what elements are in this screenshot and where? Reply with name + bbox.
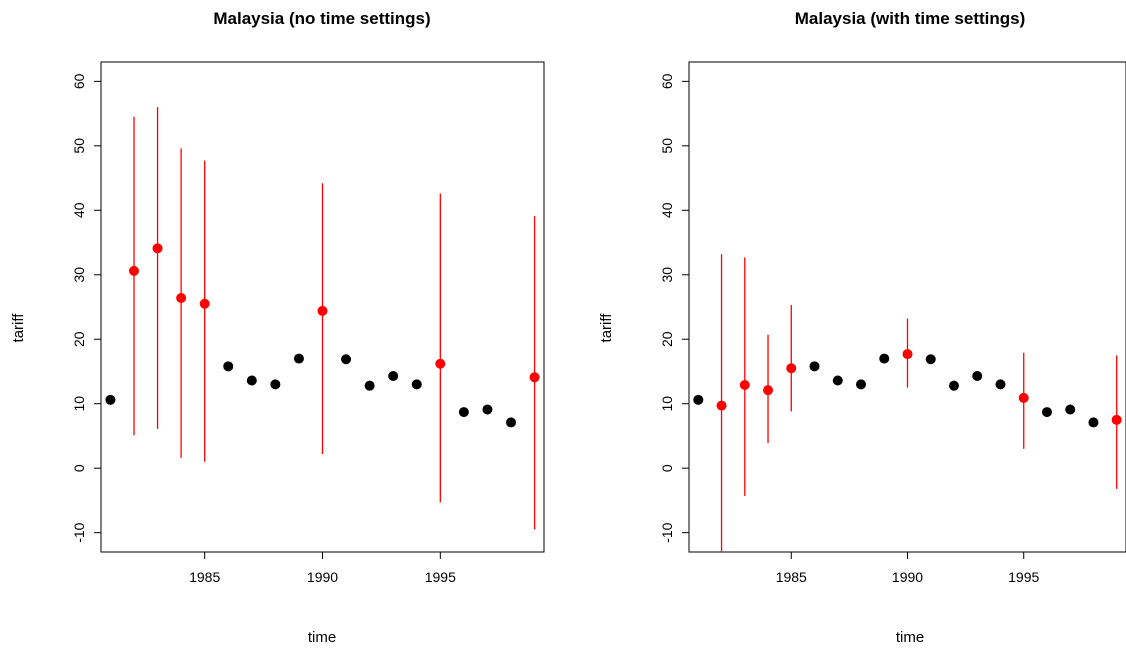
chart-panel-left: Malaysia (no time settings) time tariff … xyxy=(10,9,545,646)
imputed-point xyxy=(199,298,210,309)
y-tick-label: 10 xyxy=(71,396,87,412)
x-axis-label: time xyxy=(308,629,336,646)
y-tick-label: 50 xyxy=(71,138,87,154)
y-axis: -10 0 10 20 30 40 50 60 xyxy=(659,73,689,543)
imputed-point xyxy=(1111,414,1122,425)
observed-point xyxy=(341,354,352,365)
plot-frame xyxy=(688,61,1126,553)
imputed-point xyxy=(128,265,139,276)
x-tick-label: 1995 xyxy=(1008,569,1039,585)
x-tick-label: 1995 xyxy=(425,569,456,585)
observed-point xyxy=(809,361,820,372)
y-axis-label: tariff xyxy=(10,313,27,343)
x-tick-label: 1985 xyxy=(776,569,807,585)
observed-point xyxy=(972,370,983,381)
y-tick-label: -10 xyxy=(71,522,87,542)
observed-point xyxy=(293,353,304,364)
observed-point xyxy=(388,370,399,381)
y-tick-label: 20 xyxy=(659,331,675,347)
observed-point xyxy=(832,375,843,386)
imputed-point xyxy=(152,243,163,254)
observed-point xyxy=(482,404,493,415)
y-tick-label: 0 xyxy=(659,464,675,472)
x-axis: 1985 1990 1995 xyxy=(189,551,456,585)
observed-point xyxy=(223,361,234,372)
y-axis: -10 0 10 20 30 40 50 60 xyxy=(71,73,101,543)
chart-title: Malaysia (with time settings) xyxy=(795,9,1026,28)
imputed-point xyxy=(739,380,750,391)
observed-point xyxy=(246,375,257,386)
data-marks xyxy=(693,254,1122,552)
y-tick-label: 60 xyxy=(71,73,87,89)
x-tick-label: 1985 xyxy=(189,569,220,585)
y-tick-label: 0 xyxy=(71,464,87,472)
observed-point xyxy=(879,353,890,364)
imputed-point xyxy=(435,358,446,369)
imputed-point xyxy=(1018,392,1029,403)
x-axis: 1985 1990 1995 xyxy=(776,551,1040,585)
x-tick-label: 1990 xyxy=(892,569,923,585)
observed-point xyxy=(1041,407,1052,418)
observed-point xyxy=(270,379,281,390)
imputed-point xyxy=(786,363,797,374)
x-axis-label: time xyxy=(896,629,924,646)
y-tick-label: 30 xyxy=(659,267,675,283)
observed-point xyxy=(995,379,1006,390)
imputed-point xyxy=(716,400,727,411)
data-marks xyxy=(105,107,540,530)
imputed-point xyxy=(902,349,913,360)
observed-point xyxy=(925,354,936,365)
observed-point xyxy=(411,379,422,390)
observed-point xyxy=(948,380,959,391)
x-tick-label: 1990 xyxy=(307,569,338,585)
observed-point xyxy=(1065,404,1076,415)
imputed-point xyxy=(176,292,187,303)
observed-point xyxy=(856,379,867,390)
y-tick-label: -10 xyxy=(659,522,675,542)
y-tick-label: 40 xyxy=(71,202,87,218)
y-tick-label: 60 xyxy=(659,73,675,89)
observed-point xyxy=(506,417,517,428)
imputed-point xyxy=(317,305,328,316)
observed-point xyxy=(458,407,469,418)
observed-point xyxy=(1088,417,1099,428)
y-tick-label: 10 xyxy=(659,396,675,412)
y-tick-label: 40 xyxy=(659,202,675,218)
imputed-point xyxy=(763,385,774,396)
y-tick-label: 50 xyxy=(659,138,675,154)
chart-title: Malaysia (no time settings) xyxy=(213,9,430,28)
y-axis-label: tariff xyxy=(598,313,615,343)
imputed-point xyxy=(529,372,540,383)
observed-point xyxy=(364,380,375,391)
y-tick-label: 20 xyxy=(71,331,87,347)
chart-panel-right: Malaysia (with time settings) time tarif… xyxy=(598,9,1126,646)
observed-point xyxy=(693,394,704,405)
observed-point xyxy=(105,394,116,405)
y-tick-label: 30 xyxy=(71,267,87,283)
